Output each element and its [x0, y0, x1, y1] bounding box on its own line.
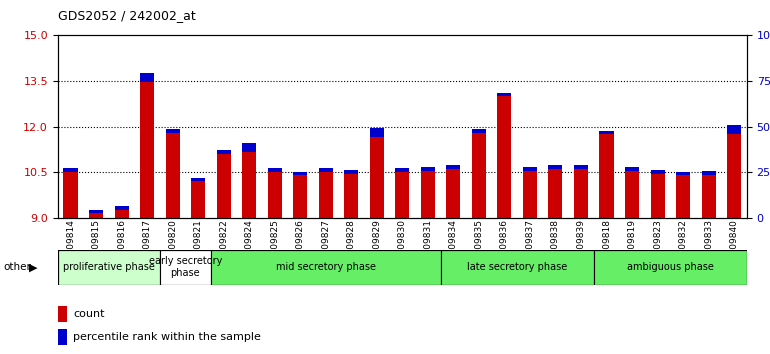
- Bar: [421, 167, 435, 171]
- Text: GSM109822: GSM109822: [219, 219, 228, 274]
- Text: GSM109814: GSM109814: [66, 219, 75, 274]
- Text: percentile rank within the sample: percentile rank within the sample: [73, 332, 261, 342]
- Text: proliferative phase: proliferative phase: [63, 262, 155, 272]
- Text: GSM109825: GSM109825: [270, 219, 280, 274]
- Bar: [574, 165, 588, 169]
- Text: GSM109833: GSM109833: [704, 219, 713, 274]
- Bar: [701, 175, 715, 218]
- Text: mid secretory phase: mid secretory phase: [276, 262, 376, 272]
- Bar: [497, 92, 511, 96]
- Bar: [574, 169, 588, 218]
- Bar: [58, 329, 68, 345]
- Text: GSM109815: GSM109815: [92, 219, 101, 274]
- Bar: [211, 250, 440, 285]
- Bar: [421, 171, 435, 218]
- Bar: [651, 174, 665, 218]
- Bar: [293, 175, 307, 218]
- Text: GSM109826: GSM109826: [296, 219, 305, 274]
- Bar: [472, 129, 486, 133]
- Text: GSM109818: GSM109818: [602, 219, 611, 274]
- Text: GDS2052 / 242002_at: GDS2052 / 242002_at: [58, 9, 196, 22]
- Bar: [89, 213, 103, 218]
- Text: GSM109834: GSM109834: [449, 219, 458, 274]
- Bar: [548, 165, 563, 169]
- Bar: [395, 169, 410, 172]
- Text: GSM109823: GSM109823: [653, 219, 662, 274]
- Text: GSM109824: GSM109824: [245, 219, 253, 274]
- Text: count: count: [73, 309, 105, 319]
- Bar: [140, 73, 154, 82]
- Text: GSM109827: GSM109827: [321, 219, 330, 274]
- Bar: [115, 206, 129, 210]
- Text: GSM109837: GSM109837: [525, 219, 534, 274]
- Text: late secretory phase: late secretory phase: [467, 262, 567, 272]
- Bar: [89, 210, 103, 213]
- Text: GSM109838: GSM109838: [551, 219, 560, 274]
- Bar: [191, 178, 205, 181]
- Text: GSM109817: GSM109817: [142, 219, 152, 274]
- Bar: [600, 131, 614, 134]
- Bar: [160, 250, 211, 285]
- Bar: [242, 143, 256, 152]
- Bar: [115, 210, 129, 218]
- Bar: [523, 167, 537, 171]
- Bar: [344, 174, 358, 218]
- Bar: [268, 172, 282, 218]
- Bar: [701, 171, 715, 175]
- Bar: [625, 167, 639, 171]
- Bar: [600, 134, 614, 218]
- Text: GSM109828: GSM109828: [346, 219, 356, 274]
- Bar: [344, 170, 358, 174]
- Bar: [63, 169, 78, 172]
- Bar: [166, 129, 179, 133]
- Text: other: other: [4, 262, 32, 272]
- Bar: [676, 175, 690, 218]
- Bar: [395, 172, 410, 218]
- Bar: [191, 181, 205, 218]
- Bar: [472, 133, 486, 218]
- Bar: [447, 165, 460, 169]
- Text: GSM109831: GSM109831: [424, 219, 432, 274]
- Bar: [676, 172, 690, 175]
- Bar: [523, 171, 537, 218]
- Bar: [319, 172, 333, 218]
- Text: GSM109836: GSM109836: [500, 219, 509, 274]
- Text: GSM109830: GSM109830: [398, 219, 407, 274]
- Bar: [140, 82, 154, 218]
- Bar: [447, 169, 460, 218]
- Bar: [548, 169, 563, 218]
- Bar: [58, 250, 160, 285]
- Bar: [497, 96, 511, 218]
- Text: GSM109839: GSM109839: [577, 219, 585, 274]
- Bar: [625, 171, 639, 218]
- Bar: [370, 128, 383, 137]
- Bar: [440, 250, 594, 285]
- Text: GSM109816: GSM109816: [117, 219, 126, 274]
- Bar: [63, 172, 78, 218]
- Bar: [58, 306, 68, 321]
- Bar: [216, 154, 231, 218]
- Bar: [727, 134, 742, 218]
- Bar: [651, 170, 665, 174]
- Text: ▶: ▶: [29, 262, 38, 272]
- Bar: [166, 133, 179, 218]
- Text: GSM109819: GSM109819: [628, 219, 637, 274]
- Text: GSM109820: GSM109820: [168, 219, 177, 274]
- Bar: [242, 152, 256, 218]
- Bar: [727, 125, 742, 134]
- Bar: [594, 250, 747, 285]
- Text: GSM109832: GSM109832: [678, 219, 688, 274]
- Text: GSM109821: GSM109821: [193, 219, 203, 274]
- Text: ambiguous phase: ambiguous phase: [627, 262, 714, 272]
- Text: GSM109829: GSM109829: [373, 219, 381, 274]
- Bar: [293, 172, 307, 175]
- Text: early secretory
phase: early secretory phase: [149, 256, 222, 278]
- Bar: [319, 169, 333, 172]
- Text: GSM109835: GSM109835: [474, 219, 484, 274]
- Bar: [370, 137, 383, 218]
- Text: GSM109840: GSM109840: [730, 219, 738, 274]
- Bar: [216, 150, 231, 154]
- Bar: [268, 169, 282, 172]
